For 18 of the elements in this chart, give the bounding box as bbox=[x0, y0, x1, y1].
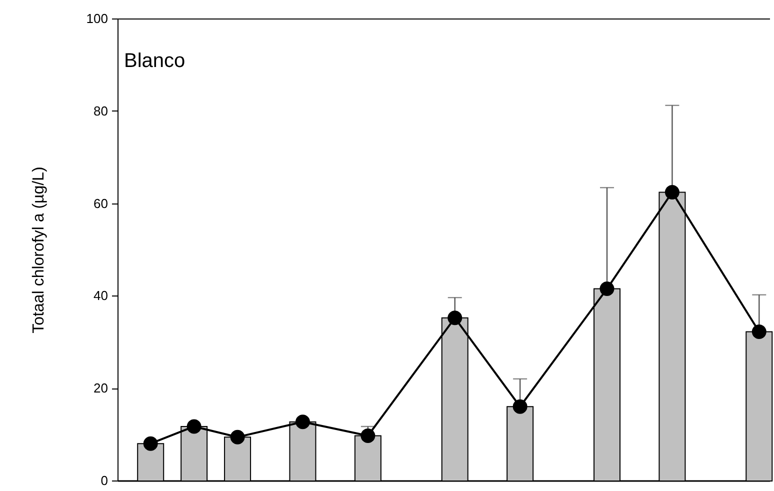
y-tick-label: 60 bbox=[94, 196, 108, 211]
point bbox=[143, 436, 158, 451]
annotation: Blanco bbox=[124, 50, 186, 72]
point bbox=[295, 414, 310, 430]
y-tick-label: 80 bbox=[94, 103, 108, 118]
point bbox=[664, 185, 680, 200]
y-axis-title: Totaal chlorofyl a (µg/L) bbox=[30, 166, 48, 334]
point bbox=[186, 419, 202, 434]
y-tick-label: 100 bbox=[86, 11, 108, 26]
y-tick-label: 0 bbox=[100, 473, 108, 488]
point bbox=[752, 324, 766, 340]
point bbox=[448, 310, 462, 326]
point bbox=[600, 282, 614, 296]
point bbox=[360, 428, 376, 443]
point bbox=[230, 430, 245, 444]
y-tick-label: 40 bbox=[94, 288, 108, 304]
point bbox=[512, 399, 528, 414]
y-tick-label: 20 bbox=[94, 380, 108, 396]
